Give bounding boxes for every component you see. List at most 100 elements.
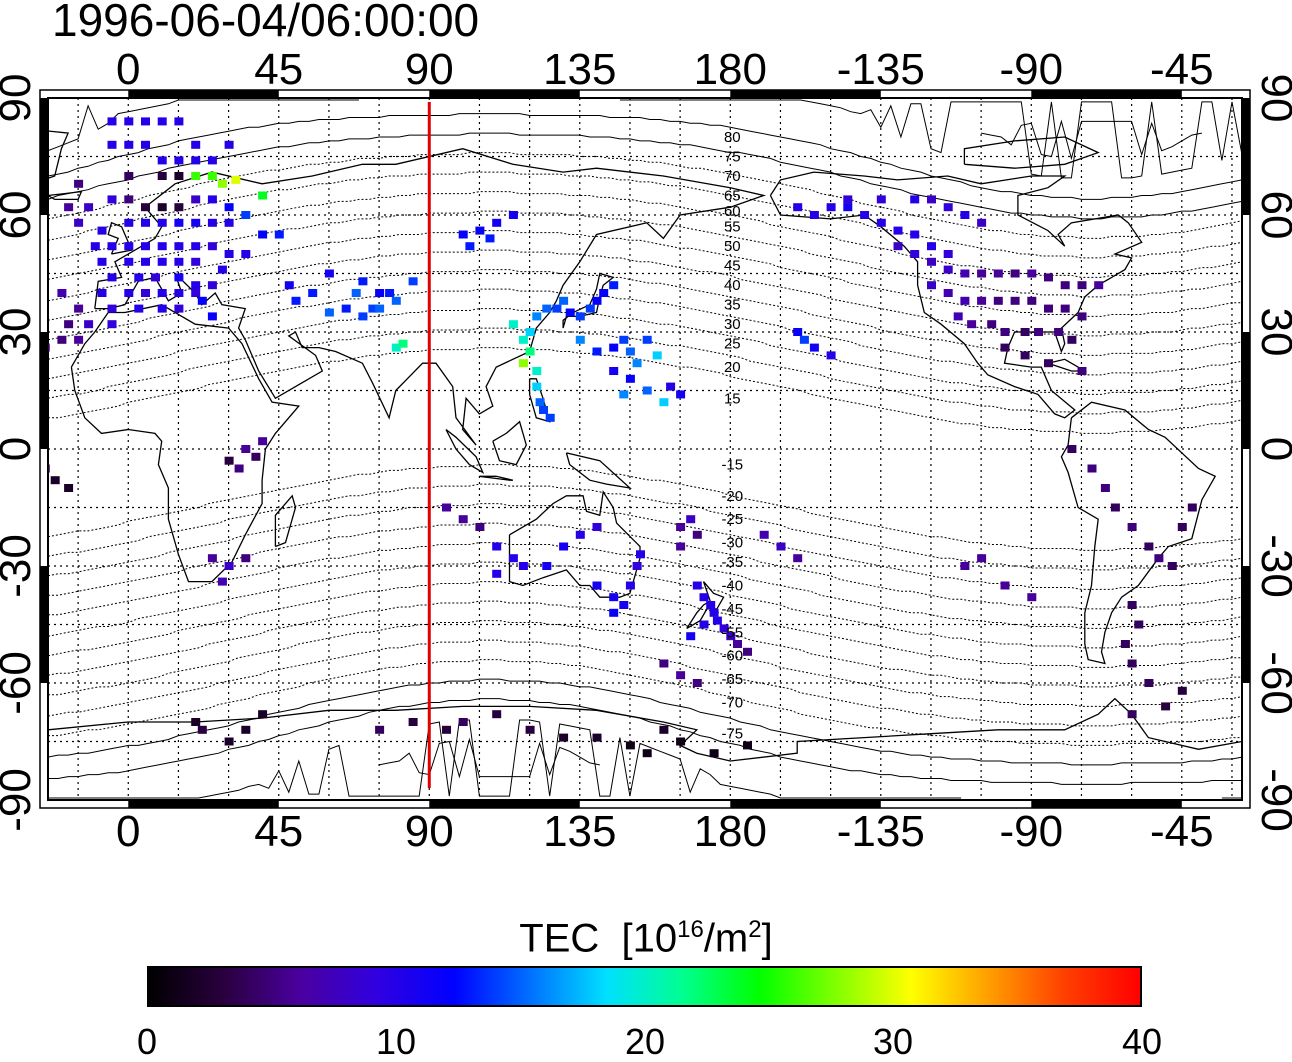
tec-point (592, 523, 602, 531)
colorbar-title: TEC [1016/m2] (0, 906, 1292, 962)
tec-point (351, 289, 361, 297)
tec-point (927, 195, 936, 204)
frame-band-left (40, 332, 48, 449)
tec-point (157, 156, 167, 165)
tec-point (485, 234, 495, 243)
tec-point (676, 671, 686, 680)
tec-point (518, 562, 528, 570)
tec-point (174, 242, 184, 251)
top-lon-tick-label: 135 (543, 45, 616, 94)
coastline (565, 452, 632, 490)
tec-point (652, 351, 662, 360)
coastline (479, 475, 514, 481)
tec-point (358, 312, 368, 321)
tec-point (97, 257, 107, 266)
tec-point (1044, 359, 1053, 368)
tec-point (492, 218, 502, 227)
tec-point (191, 242, 201, 251)
magnetic-latitude-label: 70 (724, 168, 741, 185)
magnetic-latitude-contour (379, 737, 600, 779)
tec-point (97, 289, 107, 297)
tec-point (174, 156, 184, 165)
tec-point (1144, 542, 1154, 551)
tec-point (391, 296, 401, 305)
tec-point (141, 289, 150, 297)
tec-point (1020, 351, 1030, 360)
tec-point (74, 179, 84, 188)
tec-point (967, 320, 977, 329)
tec-point (776, 542, 786, 551)
colorbar-tick-10: 10 (375, 1021, 417, 1062)
tec-point (1000, 328, 1010, 336)
magnetic-latitude-contour (48, 191, 1242, 278)
tec-point (207, 554, 217, 563)
tec-point (686, 515, 696, 524)
magnetic-latitude-contour (48, 639, 1242, 727)
tec-point (793, 203, 803, 212)
tec-point (157, 289, 167, 297)
tec-point (492, 542, 502, 551)
tec-point (532, 367, 542, 375)
tec-point (141, 140, 150, 149)
tec-point (565, 308, 575, 317)
outer-frame (39, 89, 1251, 809)
tec-point (90, 242, 100, 251)
colorbar-unit-suffix: ] (761, 916, 773, 961)
tec-point (960, 562, 970, 570)
tec-point (826, 203, 836, 212)
coastline (492, 420, 527, 466)
tec-point (74, 218, 84, 227)
tec-point (809, 343, 819, 352)
tec-point (960, 269, 970, 278)
tec-point (1067, 445, 1077, 453)
magnetic-latitude-label: 55 (724, 219, 741, 236)
tec-point (619, 390, 629, 399)
frame-band-bottom (429, 800, 580, 808)
colorbar-tick-20: 20 (624, 1021, 666, 1062)
tec-point (134, 304, 144, 313)
tec-point (442, 503, 451, 512)
tec-point (599, 289, 609, 297)
tec-point (191, 140, 201, 149)
tec-point (1100, 484, 1110, 492)
tec-point (207, 218, 217, 227)
bottom-lon-tick-label: -90 (999, 807, 1063, 856)
tec-point (224, 250, 234, 258)
bottom-lon-tick-label: 45 (254, 807, 303, 856)
left-lat-tick-label: 90 (0, 74, 40, 123)
magnetic-latitude-label: -20 (721, 488, 743, 505)
tec-point (726, 632, 736, 641)
tec-point (1077, 281, 1087, 290)
tec-point (475, 226, 485, 235)
coastline (1060, 401, 1217, 665)
tec-point (1034, 328, 1043, 336)
magnetic-latitude-contour (48, 347, 1242, 434)
tec-point (492, 569, 502, 578)
tec-point (141, 242, 150, 251)
magnetic-latitude-label: 20 (724, 359, 741, 376)
tec-point (876, 218, 886, 227)
tec-point (609, 281, 619, 290)
tec-point (619, 601, 629, 609)
tec-point (575, 335, 585, 344)
tec-point (207, 172, 217, 180)
tec-point (174, 273, 184, 282)
tec-point (977, 296, 987, 305)
magnetic-latitude-contour (48, 249, 1242, 337)
magnetic-latitude-label: 50 (724, 238, 741, 255)
tec-point (1154, 554, 1164, 563)
magnetic-latitude-label: -70 (721, 695, 743, 712)
tec-point (987, 320, 997, 329)
tec-point (542, 562, 552, 570)
tec-point (1120, 640, 1130, 648)
tec-point (48, 464, 50, 473)
frame-band-top (730, 90, 881, 98)
tec-point (157, 172, 167, 180)
tec-point (893, 226, 903, 235)
magnetic-latitude-label: -15 (721, 457, 743, 474)
tec-point (910, 195, 920, 204)
tec-point (943, 265, 953, 274)
tec-point (1177, 686, 1187, 695)
magnetic-latitude-contour (48, 719, 1242, 799)
tec-point (197, 296, 207, 305)
